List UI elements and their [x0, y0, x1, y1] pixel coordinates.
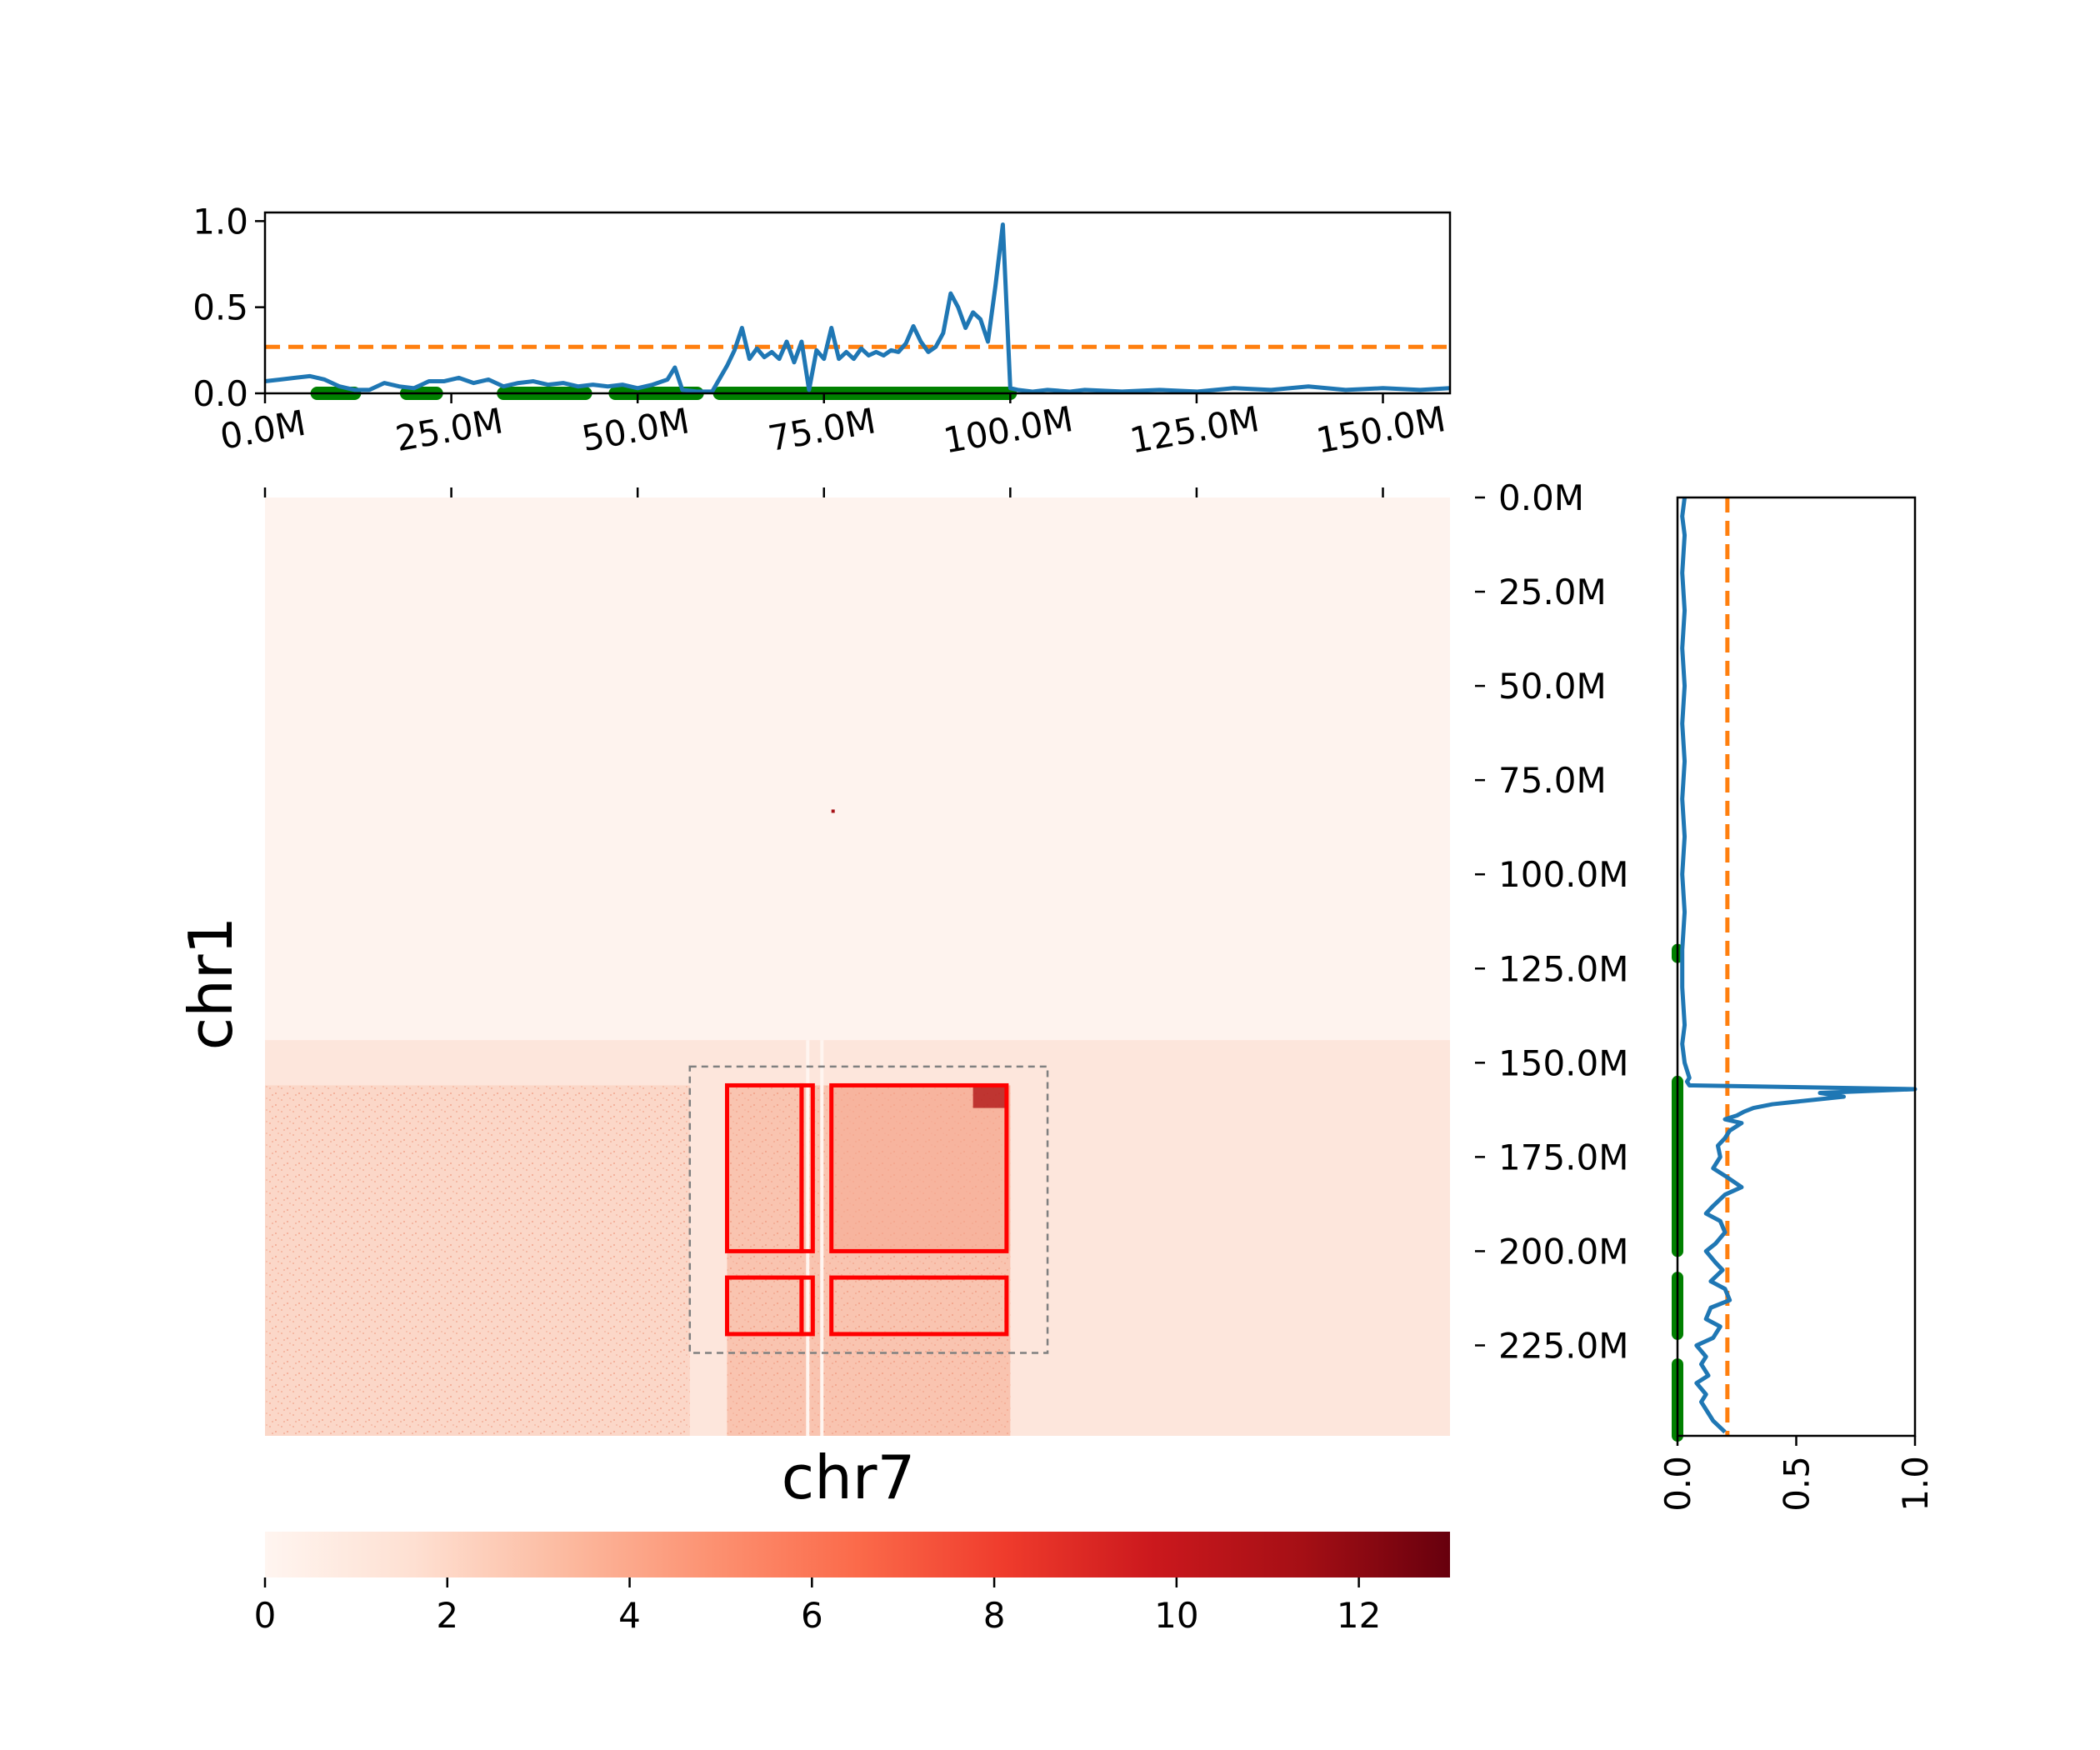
right-plot-area	[1678, 498, 1915, 1436]
top-profile-panel: 0.00.51.00.0M 25.0M 50.0M 75.0M 100.0M 125.0M…	[192, 201, 1452, 461]
heatmap-ytick-label-0: 0.0M	[1498, 478, 1584, 518]
top-plot-area	[265, 212, 1450, 393]
heatmap-hot-core	[831, 1085, 1011, 1252]
heatmap-ytick-label-9: 225.0M	[1498, 1325, 1628, 1366]
heatmap-box-1	[799, 1082, 815, 1253]
right-xtick-label-2: 1.0	[1895, 1456, 1936, 1512]
top-xtick-label-6: 150.0M	[1313, 398, 1449, 461]
heatmap-box-5	[829, 1275, 1009, 1337]
colorbar-tick-label-1: 2	[436, 1595, 458, 1636]
top-ytick-label-1: 0.5	[192, 288, 248, 328]
colorbar-tick-label-3: 6	[801, 1595, 823, 1636]
colorbar-panel: 0 2 4 6 8 10 12	[254, 1532, 1450, 1636]
colorbar-tick-label-5: 10	[1154, 1595, 1198, 1636]
x-axis-label: chr7	[782, 1442, 916, 1512]
top-xtick-label-4: 100.0M	[941, 398, 1077, 461]
heatmap-ytick-label-4: 100.0M	[1498, 854, 1628, 895]
colorbar-tick-label-4: 8	[983, 1595, 1006, 1636]
heatmap-ytick-label-6: 150.0M	[1498, 1042, 1628, 1083]
heatmap-gap-stripe-1	[820, 1040, 824, 1436]
right-profile-panel: 0.0 0.5 1.0	[1658, 496, 1936, 1512]
heatmap-box-4	[799, 1275, 815, 1337]
right-xtick-label-1: 0.5	[1777, 1456, 1818, 1512]
heatmap-left-texture	[265, 1085, 690, 1436]
heatmap-ytick-label-2: 50.0M	[1498, 666, 1607, 707]
heatmap-panel: 0.0M 25.0M 50.0M 75.0M 100.0M 125.0M 150.0M 175…	[263, 478, 1628, 1436]
heatmap-ytick-label-8: 200.0M	[1498, 1231, 1628, 1272]
heatmap-gap-stripe-0	[806, 1040, 810, 1436]
top-ytick-label-2: 1.0	[192, 201, 248, 242]
top-xtick-label-5: 125.0M	[1127, 398, 1262, 461]
top-xtick-label-2: 50.0M	[579, 400, 692, 459]
colorbar-gradient	[265, 1532, 1450, 1578]
top-ytick-label-0: 0.0	[192, 373, 248, 414]
heatmap-point	[831, 809, 835, 813]
top-xtick-label-3: 75.0M	[765, 400, 878, 459]
colorbar-tick-label-6: 12	[1337, 1595, 1381, 1636]
colorbar-tick-label-2: 4	[618, 1595, 641, 1636]
heatmap-ytick-label-1: 25.0M	[1498, 572, 1607, 612]
heatmap-dashed-region	[688, 1065, 1049, 1354]
colorbar-tick-label-0: 0	[254, 1595, 277, 1636]
heatmap-ytick-label-7: 175.0M	[1498, 1137, 1628, 1178]
right-profile-line	[1680, 497, 1918, 1434]
top-profile-line	[264, 222, 1451, 394]
top-xtick-label-1: 25.0M	[392, 400, 506, 459]
heatmap-ytick-label-3: 75.0M	[1498, 760, 1607, 801]
heatmap-max-spot	[972, 1085, 1007, 1108]
right-xtick-label-0: 0.0	[1658, 1456, 1698, 1512]
y-axis-label: chr1	[176, 917, 246, 1051]
heatmap-box-2	[829, 1082, 1009, 1253]
top-frame	[263, 211, 1452, 395]
heatmap-ytick-label-5: 125.0M	[1498, 948, 1628, 989]
